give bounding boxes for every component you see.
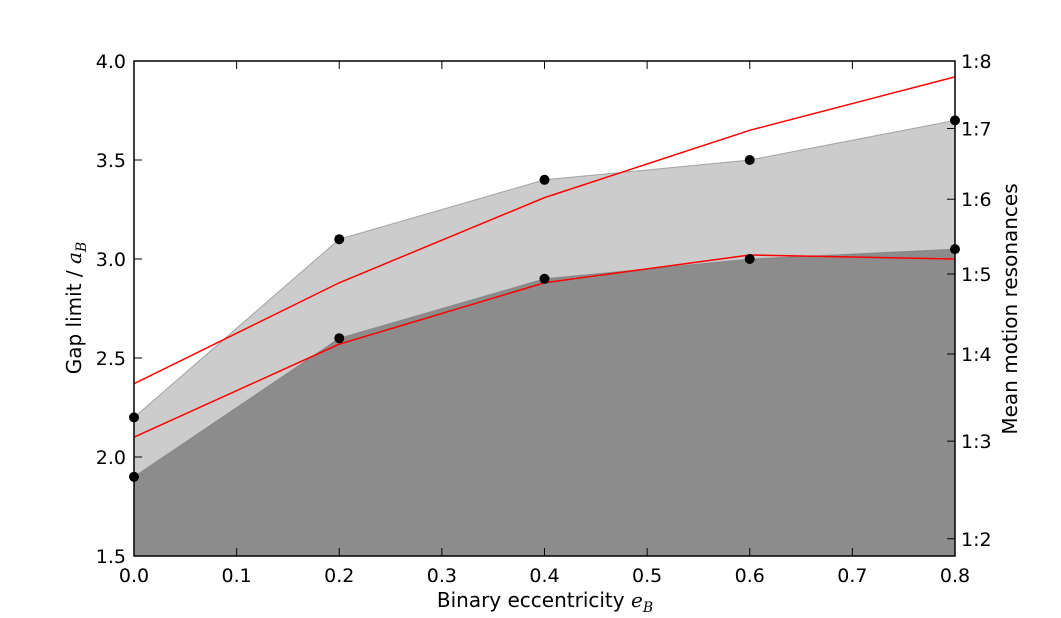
y2-tick-label-2: 1:4 <box>961 344 992 366</box>
data-point-s1-3 <box>744 155 755 165</box>
y-axis-label: Gap limit / aB <box>62 242 90 375</box>
x-tick-label-6: 0.6 <box>735 565 765 587</box>
data-point-s1-1 <box>334 234 345 245</box>
x-axis-label-subscript: B <box>642 600 653 616</box>
x-axis-label-symbol: e <box>631 588 643 612</box>
y2-tick-label-6: 1:8 <box>961 51 992 73</box>
data-point-s0-1 <box>334 333 345 344</box>
y-tick-label-5: 4.0 <box>96 51 126 73</box>
x-axis-label: Binary eccentricity eB <box>437 588 653 616</box>
x-tick-label-1: 0.1 <box>222 565 252 587</box>
data-point-s0-2 <box>539 273 550 284</box>
red-line-1 <box>133 76 956 385</box>
y-tick-label-4: 3.5 <box>96 150 126 172</box>
x-tick-label-3: 0.3 <box>427 565 457 587</box>
y-axis-label-subscript: B <box>74 242 90 253</box>
x-tick-label-0: 0.0 <box>119 565 149 587</box>
y-tick-label-2: 2.5 <box>96 348 126 370</box>
x-tick-label-5: 0.5 <box>632 565 662 587</box>
y2-tick-label-5: 1:7 <box>961 119 992 141</box>
data-point-s1-2 <box>539 174 550 185</box>
area-layer <box>133 119 956 557</box>
y2-tick-label-0: 1:2 <box>961 529 992 551</box>
y-tick-label-3: 3.0 <box>96 249 126 271</box>
y-axis-label-symbol: a <box>62 252 86 264</box>
x-tick-label-4: 0.4 <box>529 565 559 587</box>
x-tick-label-7: 0.7 <box>837 565 867 587</box>
x-tick-label-8: 0.8 <box>940 565 970 587</box>
y2-tick-label-1: 1:3 <box>961 431 992 453</box>
y2-axis: 1:2 1:3 1:4 1:5 1:6 1:7 1:8 <box>947 51 992 551</box>
y-tick-label-0: 1.5 <box>96 546 126 568</box>
x-axis: 0.0 0.1 0.2 0.3 0.4 0.5 0.6 0.7 0.8 <box>119 61 970 587</box>
x-tick-label-2: 0.2 <box>324 565 354 587</box>
area-series-0 <box>134 249 955 556</box>
y-axis-label-text: Gap limit / <box>62 270 86 374</box>
data-point-s0-3 <box>744 254 755 264</box>
x-axis-label-text: Binary eccentricity <box>437 588 625 612</box>
y-axis: 1.5 2.0 2.5 3.0 3.5 4.0 <box>96 51 142 568</box>
y2-axis-label: Mean motion resonances <box>998 183 1022 434</box>
y2-tick-label-3: 1:5 <box>961 264 992 286</box>
y-tick-label-1: 2.0 <box>96 447 126 469</box>
y2-tick-label-4: 1:6 <box>961 189 992 211</box>
